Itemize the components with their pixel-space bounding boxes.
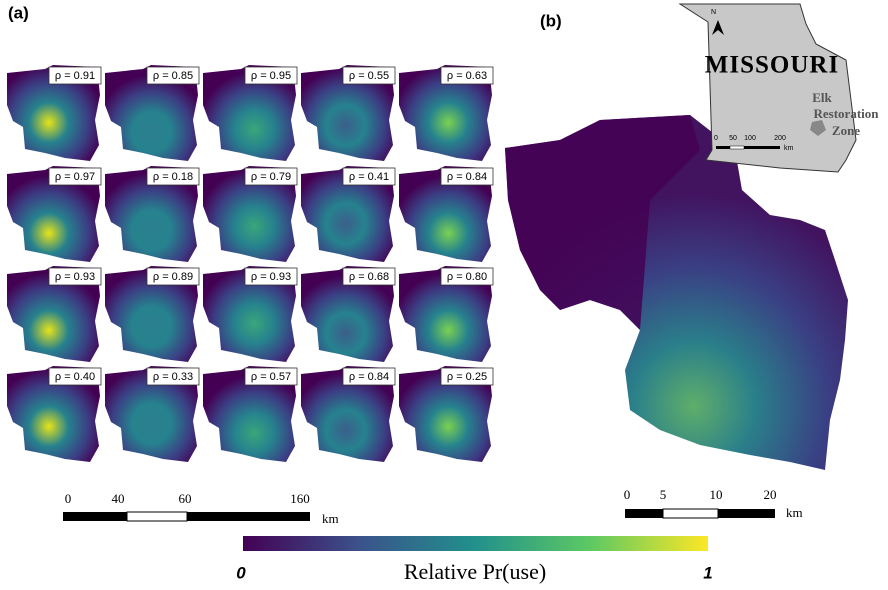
zone-label: Elk — [812, 90, 832, 105]
rho-label: ρ = 0.55 — [349, 70, 389, 82]
rho-label: ρ = 0.84 — [349, 371, 389, 383]
rho-label: ρ = 0.57 — [251, 371, 291, 383]
colorbar-max: 1 — [703, 563, 712, 582]
rho-label: ρ = 0.93 — [251, 271, 291, 283]
inset-scale-label: 200 — [774, 135, 786, 142]
panel-label: (b) — [540, 11, 562, 30]
scale-unit: km — [322, 511, 339, 526]
scale-label: 10 — [710, 487, 723, 502]
rho-label: ρ = 0.89 — [153, 271, 193, 283]
zone-label: Restoration — [814, 106, 880, 121]
scale-unit: km — [786, 505, 803, 520]
rho-label: ρ = 0.79 — [251, 171, 291, 183]
rho-label: ρ = 0.97 — [55, 171, 95, 183]
rho-label: ρ = 0.33 — [153, 371, 193, 383]
small-maps: ρ = 0.91 ρ = 0.85 ρ = 0.95 ρ = 0.55 ρ = 0.63… — [7, 65, 493, 462]
colorbar — [243, 536, 708, 551]
rho-label: ρ = 0.91 — [55, 70, 95, 82]
rho-label: ρ = 0.68 — [349, 271, 389, 283]
rho-label: ρ = 0.95 — [251, 70, 291, 82]
rho-label: ρ = 0.93 — [55, 271, 95, 283]
inset-scale-unit: km — [784, 145, 794, 152]
scale-label: 0 — [624, 487, 631, 502]
scale-label: 40 — [112, 491, 125, 506]
rho-label: ρ = 0.85 — [153, 70, 193, 82]
colorbar-min: 0 — [236, 563, 246, 582]
scale-label: 60 — [179, 491, 192, 506]
inset-scale-label: 50 — [729, 135, 737, 142]
panel-label: (a) — [8, 3, 29, 22]
scale-label: 160 — [290, 491, 310, 506]
inset-scale-label: 0 — [714, 135, 718, 142]
scale-label: 0 — [65, 491, 72, 506]
rho-label: ρ = 0.63 — [447, 70, 487, 82]
rho-label: ρ = 0.18 — [153, 171, 193, 183]
rho-label: ρ = 0.84 — [447, 171, 487, 183]
zone-label: Zone — [832, 123, 860, 138]
state-label: MISSOURI — [705, 52, 839, 79]
scale-bar: 0 40 60 160 km — [63, 491, 339, 526]
scale-label: 5 — [660, 487, 667, 502]
scale-bar: 0 5 10 20 km — [624, 487, 803, 520]
rho-label: ρ = 0.80 — [447, 271, 487, 283]
figure: (a) (b) ρ = 0.91 ρ = 0.85 ρ = 0.95 ρ = 0.55… — [0, 0, 888, 585]
scale-label: 20 — [764, 487, 777, 502]
north-label: N — [711, 9, 716, 16]
colorbar-title: Relative Pr(use) — [404, 559, 546, 584]
rho-label: ρ = 0.40 — [55, 371, 95, 383]
rho-label: ρ = 0.25 — [447, 371, 487, 383]
inset-scale-label: 100 — [744, 135, 756, 142]
rho-label: ρ = 0.41 — [349, 171, 389, 183]
